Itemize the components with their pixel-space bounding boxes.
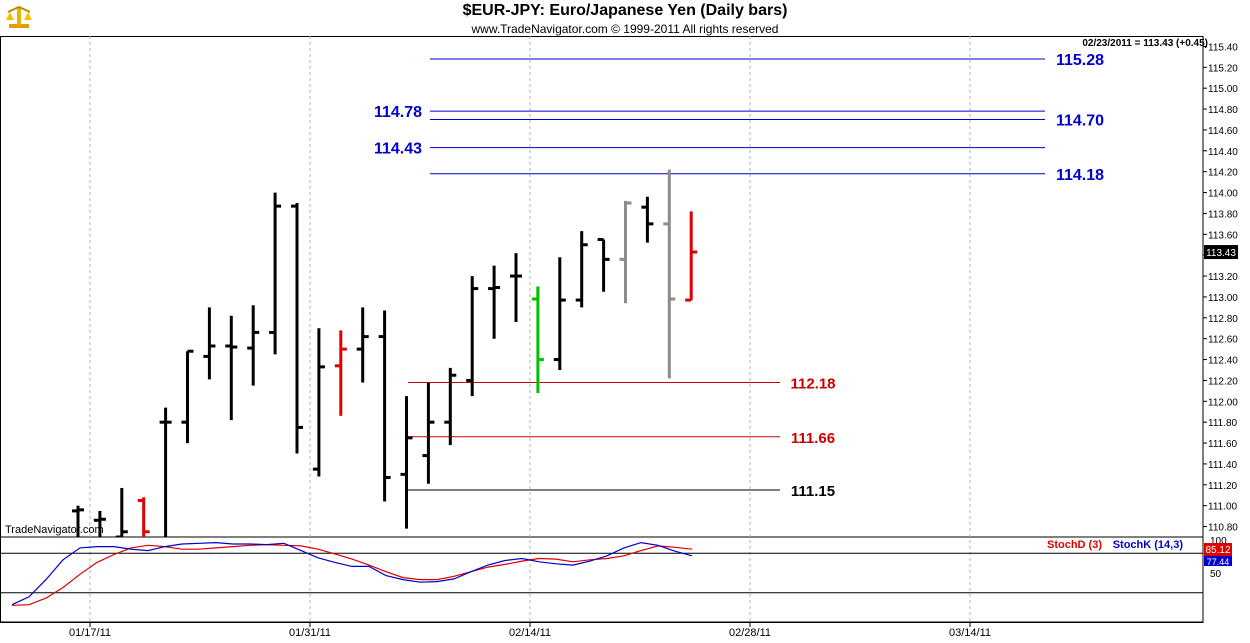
stoch-k-readout: 77.44 bbox=[1207, 557, 1230, 567]
x-tick-label: 01/31/11 bbox=[289, 627, 331, 639]
ohlc-bar bbox=[247, 305, 260, 386]
y-tick-label: 115.00 bbox=[1208, 84, 1238, 95]
x-tick-label: 01/17/11 bbox=[69, 627, 111, 639]
price-level-label: 115.28 bbox=[1056, 52, 1104, 69]
price-level-label: 114.43 bbox=[374, 141, 422, 158]
price-level-label: 111.66 bbox=[791, 430, 835, 447]
price-level-label: 114.78 bbox=[374, 104, 422, 121]
price-level-label: 111.15 bbox=[791, 483, 835, 500]
y-tick-label: 115.40 bbox=[1208, 42, 1238, 53]
watermark: TradeNavigator.com bbox=[5, 524, 104, 536]
price-level-label: 114.70 bbox=[1056, 113, 1104, 130]
stoch-d-readout: 85.12 bbox=[1205, 545, 1230, 556]
y-tick-label: 113.80 bbox=[1208, 209, 1238, 220]
price-level-label: 114.18 bbox=[1056, 167, 1104, 184]
stoch-d-tag-box bbox=[1204, 543, 1232, 556]
ohlc-bar bbox=[641, 196, 654, 243]
stoch-y-tick-label: 100 bbox=[1210, 536, 1227, 547]
y-tick-label: 111.20 bbox=[1208, 481, 1238, 492]
x-tick-label: 02/28/11 bbox=[729, 627, 771, 639]
axis-layer: 01/17/11 01/31/11 02/14/11 02/28/11 03/14/11… bbox=[5, 38, 1238, 639]
ohlc-bar bbox=[159, 407, 172, 537]
y-tick-label: 110.80 bbox=[1208, 523, 1238, 534]
ohlc-bar bbox=[334, 330, 347, 416]
price-level-label: 112.18 bbox=[790, 376, 835, 393]
ohlc-bar bbox=[553, 257, 566, 370]
chart-copyright: www.TradeNavigator.com © 1999-2011 All r… bbox=[471, 22, 779, 36]
ohlc-bar bbox=[269, 192, 282, 355]
price-bars-layer bbox=[72, 169, 698, 537]
grid-layer bbox=[0, 36, 1204, 623]
ohlc-bar bbox=[356, 307, 369, 383]
y-tick-label: 112.00 bbox=[1208, 397, 1238, 408]
ohlc-bar bbox=[291, 203, 303, 454]
ohlc-bar bbox=[137, 497, 150, 537]
ohlc-bars bbox=[72, 169, 698, 537]
y-tick-label: 112.20 bbox=[1208, 376, 1238, 387]
stoch-y-tick-label: 50 bbox=[1210, 569, 1222, 580]
quote-readout: 02/23/2011 = 113.43 (+0.45) bbox=[1082, 38, 1208, 49]
ohlc-bar bbox=[422, 382, 435, 484]
stoch-d-line bbox=[11, 543, 693, 606]
ohlc-bar bbox=[575, 231, 588, 308]
ohlc-bar bbox=[203, 307, 216, 380]
y-tick-label: 114.40 bbox=[1208, 147, 1238, 158]
y-tick-label: 112.80 bbox=[1208, 314, 1238, 325]
levels-layer: 115.28 114.78 114.70 114.43 114.18 112.18 111.… bbox=[374, 52, 1104, 500]
y-tick-label: 113.60 bbox=[1208, 230, 1238, 241]
ohlc-bar bbox=[444, 367, 457, 446]
last-price-tag: 113.43 bbox=[1206, 248, 1236, 259]
y-tick-label: 113.20 bbox=[1208, 272, 1238, 283]
ohlc-bar bbox=[510, 253, 522, 322]
y-tick-label: 111.00 bbox=[1208, 502, 1238, 513]
ohlc-bar bbox=[488, 265, 501, 339]
ohlc-bar bbox=[400, 396, 413, 529]
chart-title: $EUR-JPY: Euro/Japanese Yen (Daily bars) bbox=[462, 2, 788, 19]
plot-frame bbox=[0, 36, 1204, 623]
stoch-k-tag-box bbox=[1204, 556, 1232, 566]
ohlc-bar bbox=[685, 211, 698, 302]
ohlc-bar bbox=[531, 286, 544, 393]
legend-stoch-d: StochD (3) bbox=[1047, 539, 1102, 551]
stoch-k-line bbox=[11, 541, 693, 606]
ohlc-bar bbox=[312, 328, 325, 477]
stochastic-layer bbox=[0, 541, 1203, 606]
y-tick-label: 114.80 bbox=[1208, 105, 1238, 116]
y-tick-label: 112.40 bbox=[1208, 356, 1238, 367]
ohlc-bar bbox=[225, 315, 238, 421]
y-tick-label: 114.60 bbox=[1208, 126, 1238, 137]
x-tick-label: 03/14/11 bbox=[949, 627, 991, 639]
y-tick-label: 115.20 bbox=[1208, 63, 1238, 74]
y-tick-label: 111.40 bbox=[1208, 460, 1238, 471]
last-price-tag-box bbox=[1204, 245, 1238, 260]
ohlc-bar bbox=[597, 238, 610, 292]
y-tick-label: 112.60 bbox=[1208, 335, 1238, 346]
ohlc-bar bbox=[115, 487, 128, 537]
y-tick-label: 111.80 bbox=[1208, 418, 1238, 429]
y-tick-label: 114.00 bbox=[1208, 189, 1238, 200]
y-tick-label: 113.00 bbox=[1208, 293, 1238, 304]
ohlc-bar bbox=[619, 200, 632, 304]
legend-stoch-k: StochK (14,3) bbox=[1113, 539, 1184, 551]
ohlc-bar bbox=[72, 505, 84, 537]
ohlc-bar bbox=[663, 169, 676, 379]
x-tick-label: 02/14/11 bbox=[509, 627, 551, 639]
trade-navigator-logo-icon bbox=[6, 5, 32, 28]
y-tick-label: 114.20 bbox=[1208, 168, 1238, 179]
ohlc-bar bbox=[378, 310, 391, 502]
ohlc-bar bbox=[93, 510, 106, 537]
y-tick-label: 111.60 bbox=[1208, 439, 1238, 450]
ohlc-bar bbox=[466, 276, 479, 397]
ohlc-bar bbox=[181, 349, 194, 444]
